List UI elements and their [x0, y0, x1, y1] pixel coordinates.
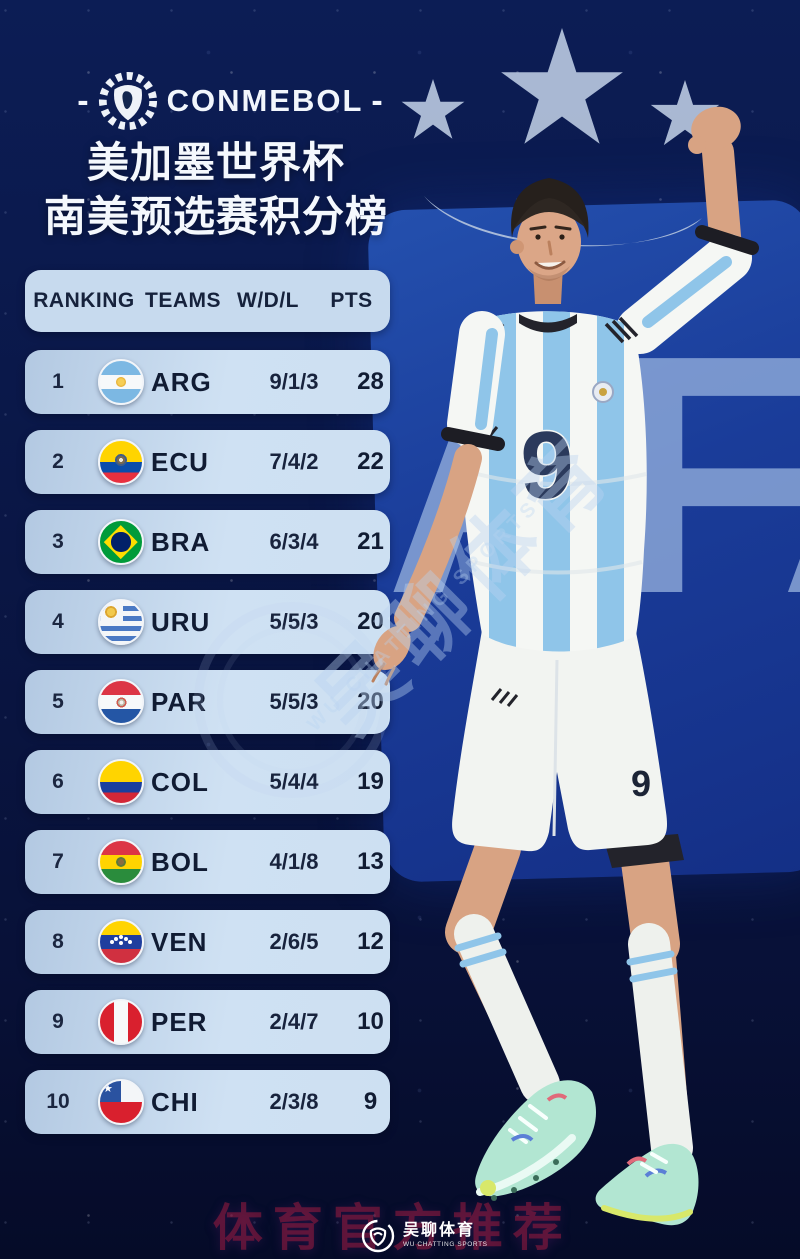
wdl-cell: 4/1/8 [269, 849, 319, 874]
team-flag [91, 919, 151, 965]
team-code-cell: BOL [151, 846, 209, 877]
flag-icon [98, 519, 144, 565]
rank-cell: 3 [52, 530, 64, 553]
team-flag [91, 999, 151, 1045]
wdl-cell: 7/4/2 [269, 449, 319, 474]
footer-logo-en: WU CHATTING SPORTS [403, 1240, 488, 1248]
page-title: 美加墨世界杯 南美预选赛积分榜 [0, 136, 432, 244]
team-code-cell: COL [151, 766, 209, 797]
wdl-cell: 5/5/3 [269, 689, 319, 714]
afa-crest-panel [367, 199, 800, 883]
wdl-cell: 2/3/8 [269, 1089, 319, 1114]
pts-cell: 20 [357, 688, 384, 715]
pts-cell: 12 [357, 928, 384, 955]
team-flag [91, 759, 151, 805]
pts-cell: 19 [357, 768, 384, 795]
brand-dash-right: - [371, 81, 383, 120]
table-row: 8 VEN 2/6/5 12 [25, 910, 390, 974]
team-code-cell: ECU [151, 446, 209, 477]
rank-cell: 2 [52, 450, 64, 473]
rank-cell: 7 [52, 850, 64, 873]
col-wdl: W/D/L [237, 289, 299, 312]
flag-icon [98, 439, 144, 485]
title-line-2: 南美预选赛积分榜 [43, 192, 388, 240]
table-row: 7 BOL 4/1/8 13 [25, 830, 390, 894]
table-body: 1 ARG 9/1/3 28 2 ECU 7/4/2 22 3 [25, 350, 390, 1134]
rank-cell: 10 [46, 1090, 70, 1113]
table-row: 1 ARG 9/1/3 28 [25, 350, 390, 414]
wdl-cell: 6/3/4 [269, 529, 319, 554]
team-flag [91, 679, 151, 725]
team-code-cell: URU [151, 606, 211, 637]
standings-table: RANKING TEAMS W/D/L PTS 1 ARG 9/1/3 28 2… [25, 270, 390, 1150]
team-code-cell: PAR [151, 686, 207, 717]
flag-icon [98, 999, 144, 1045]
team-flag [91, 359, 151, 405]
star-icon [650, 80, 720, 146]
table-row: 4 URU 5/5/3 20 [25, 590, 390, 654]
brand-row: - CONMEBOL - [0, 70, 460, 132]
footer-logo: 吴聊体育 WU CHATTING SPORTS [360, 1218, 488, 1254]
wdl-cell: 2/6/5 [269, 929, 319, 954]
rank-cell: 6 [52, 770, 64, 793]
wdl-cell: 2/4/7 [269, 1009, 319, 1034]
flag-icon [98, 1079, 144, 1125]
table-row: 10 CHI 2/3/8 9 [25, 1070, 390, 1134]
flag-icon [98, 919, 144, 965]
team-code-cell: CHI [151, 1086, 199, 1117]
table-header: RANKING TEAMS W/D/L PTS [25, 270, 390, 332]
pts-cell: 9 [363, 1088, 378, 1115]
team-code-cell: PER [151, 1006, 208, 1037]
wdl-cell: 5/4/4 [269, 769, 319, 794]
table-row: 6 COL 5/4/4 19 [25, 750, 390, 814]
rank-cell: 9 [52, 1010, 64, 1033]
pts-cell: 10 [357, 1008, 384, 1035]
col-ranking: RANKING [33, 289, 135, 312]
table-row: 3 BRA 6/3/4 21 [25, 510, 390, 574]
team-code-cell: BRA [151, 526, 211, 557]
col-teams: TEAMS [145, 289, 221, 312]
flag-icon [98, 599, 144, 645]
pts-cell: 13 [357, 848, 384, 875]
wdl-cell: 9/1/3 [269, 369, 319, 394]
rank-cell: 8 [52, 930, 64, 953]
conmebol-badge-icon [98, 71, 157, 131]
flag-icon [98, 759, 144, 805]
rank-cell: 1 [52, 370, 64, 393]
brand-dash-left: - [77, 81, 89, 120]
team-flag [91, 839, 151, 885]
table-row: 5 PAR 5/5/3 20 [25, 670, 390, 734]
col-pts: PTS [330, 289, 373, 312]
pts-cell: 21 [357, 528, 384, 555]
footer-logo-icon [361, 1219, 395, 1253]
star-icon [501, 27, 623, 144]
team-flag [91, 519, 151, 565]
team-flag [91, 439, 151, 485]
table-row: 2 ECU 7/4/2 22 [25, 430, 390, 494]
pts-cell: 28 [357, 368, 384, 395]
team-flag [91, 599, 151, 645]
footer-logo-cn: 吴聊体育 [403, 1222, 476, 1240]
rank-cell: 4 [52, 610, 64, 633]
brand-name: CONMEBOL [166, 83, 364, 118]
wdl-cell: 5/5/3 [269, 609, 319, 634]
table-row: 9 PER 2/4/7 10 [25, 990, 390, 1054]
flag-icon [98, 359, 144, 405]
team-code-cell: ARG [151, 366, 212, 397]
pts-cell: 20 [357, 608, 384, 635]
flag-icon [98, 679, 144, 725]
team-code-cell: VEN [151, 926, 208, 957]
rank-cell: 5 [52, 690, 64, 713]
flag-icon [98, 839, 144, 885]
title-line-1: 美加墨世界杯 [86, 139, 345, 186]
team-flag [91, 1079, 151, 1125]
pts-cell: 22 [357, 448, 384, 475]
